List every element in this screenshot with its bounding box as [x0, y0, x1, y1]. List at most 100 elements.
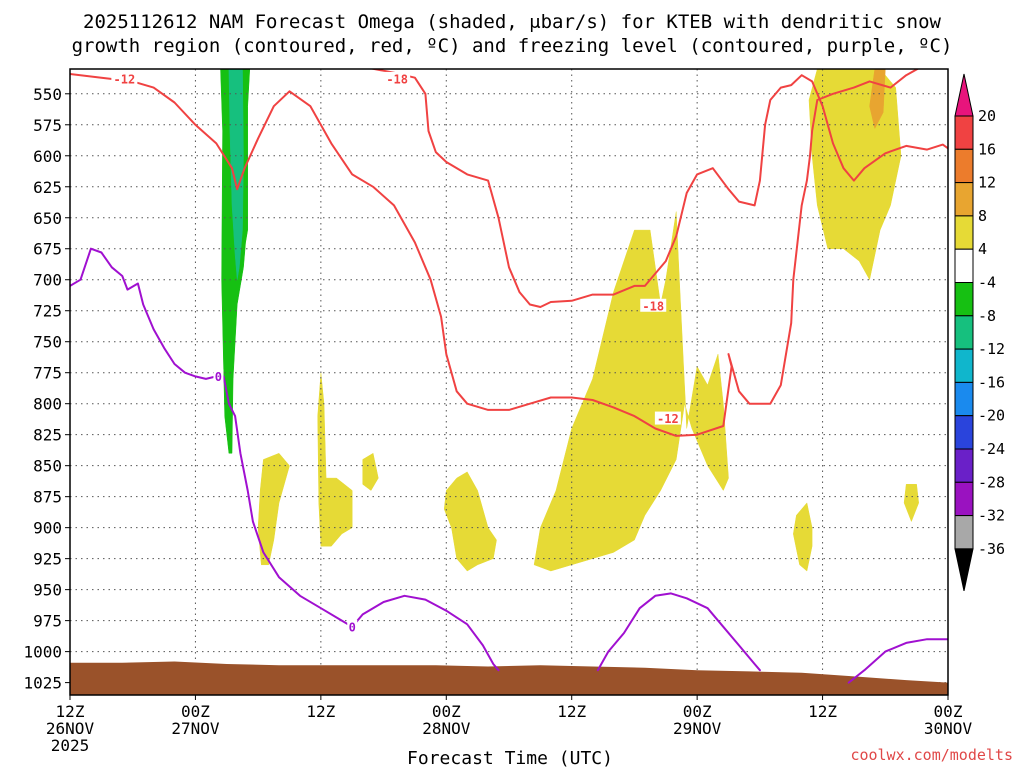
y-tick-label-850: 850	[33, 457, 62, 476]
omega-shading-layer	[220, 69, 919, 572]
plot-frame	[69, 68, 949, 696]
omega-region-ascent-29nov-right-a	[793, 502, 813, 572]
x-tick-label-36-2: 28NOV	[422, 719, 471, 738]
ground-surface	[70, 661, 948, 695]
colorbar-bin-2	[954, 148, 974, 184]
y-tick-label-900: 900	[33, 519, 62, 538]
x-tick-label-0-2: 26NOV	[46, 719, 95, 738]
x-tick-label-0-3: 2025	[51, 736, 90, 755]
x-tick-label-60-2: 29NOV	[673, 719, 722, 738]
contour-label-bg-5	[347, 619, 358, 633]
y-tick-label-675: 675	[33, 240, 62, 259]
y-tick-label-1025: 1025	[23, 674, 62, 693]
colorbar-bin-1	[954, 115, 974, 150]
y-tick-label-775: 775	[33, 364, 62, 383]
contour-dgz-minus-18	[368, 69, 948, 308]
y-tick-label-575: 575	[33, 116, 62, 135]
colorbar-label-0: 20	[978, 107, 996, 125]
contour-freezing-level-2	[596, 592, 761, 672]
colorbar-label-8: -16	[978, 373, 1005, 391]
contour-label-bg-1	[384, 71, 411, 85]
x-tick-label-24-1: 12Z	[306, 702, 335, 721]
colorbar-label-5: -4	[978, 274, 996, 292]
y-tick-label-625: 625	[33, 178, 62, 197]
colorbar-label-2: 12	[978, 174, 996, 192]
x-tick-label-84-2: 30NOV	[924, 719, 973, 738]
grid-layer	[70, 69, 948, 695]
x-tick-label-48-1: 12Z	[557, 702, 586, 721]
colorbar-bin-13	[954, 515, 974, 550]
colorbar-bin-4	[954, 215, 974, 250]
x-tick-label-12-1: 00Z	[181, 702, 210, 721]
x-tick-label-84-1: 00Z	[934, 702, 963, 721]
y-tick-label-950: 950	[33, 581, 62, 600]
contour-label-2: -18	[642, 299, 664, 313]
contour-label-4: 0	[215, 370, 222, 384]
y-tick-label-650: 650	[33, 209, 62, 228]
chart-title-line2: growth region (contoured, red, ºC) and f…	[72, 35, 953, 57]
y-tick-label-600: 600	[33, 147, 62, 166]
y-tick-label-700: 700	[33, 271, 62, 290]
colorbar-bin-12	[954, 481, 974, 517]
colorbar-bin-8	[954, 348, 974, 383]
y-tick-label-800: 800	[33, 395, 62, 414]
y-tick-label-925: 925	[33, 550, 62, 569]
omega-region-ascent-29nov-right-b	[903, 484, 919, 523]
colorbar-bin-3	[954, 182, 974, 217]
x-axis-label: Forecast Time (UTC)	[407, 748, 613, 768]
colorbar: 20 16 12 8 4 -4 -8 -12 -16 -20 -24 -28 -32 -36	[954, 73, 1005, 592]
y-tick-label-975: 975	[33, 612, 62, 631]
colorbar-bin-9	[954, 381, 974, 417]
colorbar-label-7: -12	[978, 340, 1005, 358]
colorbar-bin-11	[954, 448, 974, 483]
x-tick-label-36-1: 00Z	[432, 702, 461, 721]
contour-freezing-level	[70, 247, 500, 672]
y-tick-label-725: 725	[33, 302, 62, 321]
omega-region-ascent-27nov-a	[257, 453, 290, 566]
contour-label-1: -18	[386, 72, 408, 86]
contour-label-bg-0	[111, 71, 138, 85]
colorbar-label-11: -28	[978, 473, 1005, 491]
colorbar-label-4: 4	[978, 240, 987, 258]
contour-dgz-minus-12	[70, 69, 920, 437]
x-tick-label-72-1: 12Z	[808, 702, 837, 721]
colorbar-label-12: -32	[978, 507, 1005, 525]
ground-layer	[70, 661, 948, 695]
contour-label-bg-4	[213, 369, 224, 383]
contour-label-bg-3	[654, 411, 681, 425]
y-axis: 550 575 600 625 650 675 700 725 750 775 800 825 850 8…	[23, 85, 70, 693]
x-tick-label-12-2: 27NOV	[171, 719, 220, 738]
y-tick-label-875: 875	[33, 488, 62, 507]
contour-label-0: -12	[114, 72, 136, 86]
colorbar-label-1: 16	[978, 140, 996, 158]
chart-title-line1: 2025112612 NAM Forecast Omega (shaded, μ…	[83, 11, 941, 33]
y-tick-label-750: 750	[33, 333, 62, 352]
contour-label-3: -12	[657, 412, 679, 426]
colorbar-label-10: -24	[978, 440, 1005, 458]
colorbar-bin-6	[954, 282, 974, 317]
colorbar-bin-5	[954, 248, 974, 283]
contour-label-5: 0	[349, 620, 356, 634]
y-tick-label-550: 550	[33, 85, 62, 104]
omega-region-ascent-27nov-b	[317, 372, 353, 547]
contour-freezing-level-3	[847, 638, 948, 684]
colorbar-cap-top	[954, 73, 974, 117]
colorbar-cap-bottom	[954, 548, 974, 592]
contour-layer	[70, 69, 948, 684]
colorbar-label-9: -20	[978, 407, 1005, 425]
omega-region-ascent-27nov-c	[362, 452, 379, 491]
colorbar-label-6: -8	[978, 307, 996, 325]
omega-region-ascent-28nov	[443, 471, 497, 572]
contour-label-bg-2	[640, 298, 667, 312]
x-tick-label-60-1: 00Z	[683, 702, 712, 721]
colorbar-label-13: -36	[978, 540, 1005, 558]
x-tick-label-0-1: 12Z	[56, 702, 85, 721]
y-tick-label-1000: 1000	[23, 643, 62, 662]
omega-region-ascent-main-29nov	[533, 211, 729, 572]
y-tick-label-825: 825	[33, 426, 62, 445]
colorbar-label-3: 8	[978, 207, 987, 225]
credit-text: coolwx.com/modelts	[850, 746, 1013, 764]
colorbar-bin-7	[954, 315, 974, 350]
